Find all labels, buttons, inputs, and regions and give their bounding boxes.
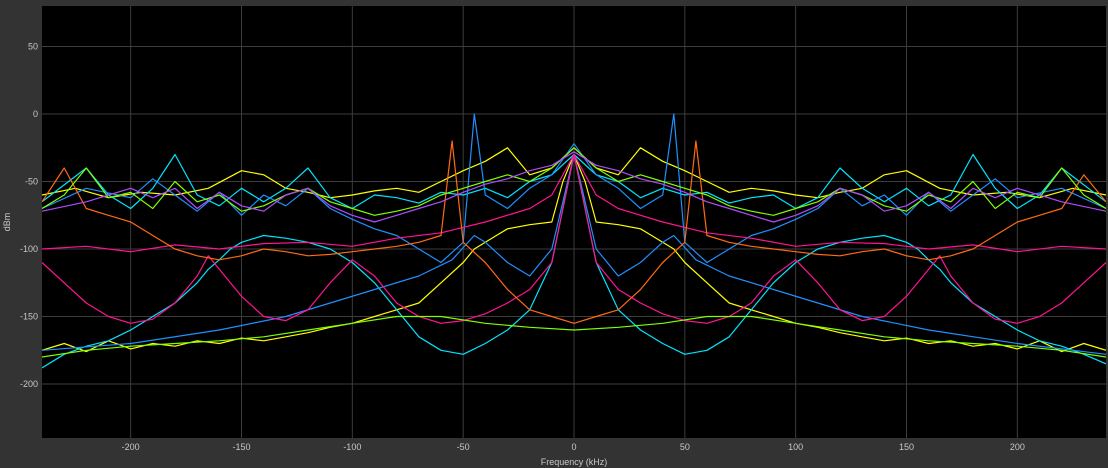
grid	[42, 6, 1106, 438]
series-line-11	[42, 147, 1106, 216]
x-tick-label: 150	[899, 442, 914, 452]
series-line-12	[42, 151, 1106, 223]
y-tick-label: -100	[20, 244, 38, 254]
y-tick-label: 50	[28, 42, 38, 52]
series-line-9	[42, 140, 1106, 324]
x-tick-label: 200	[1010, 442, 1025, 452]
x-tick-label: -150	[232, 442, 250, 452]
y-axis-label: dBm	[2, 213, 12, 232]
x-tick-label: 100	[788, 442, 803, 452]
x-tick-label: -50	[457, 442, 470, 452]
y-tick-label: 0	[33, 109, 38, 119]
y-tick-label: -200	[20, 379, 38, 389]
series-line-10	[42, 315, 1106, 358]
x-tick-label: -100	[343, 442, 361, 452]
y-tick-labels: -200 -150 -100 -50 0 50	[20, 42, 38, 390]
x-axis-label: Frequency (kHz)	[541, 457, 608, 467]
y-tick-label: -150	[20, 312, 38, 322]
series-line-5	[42, 113, 1106, 264]
x-tick-label: 0	[571, 442, 576, 452]
x-tick-label: -200	[122, 442, 140, 452]
y-tick-label: -50	[25, 177, 38, 187]
x-tick-label: 50	[680, 442, 690, 452]
series-layer	[42, 113, 1106, 369]
x-tick-labels: -200 -150 -100 -50 0 50 100 150 200	[122, 442, 1025, 452]
series-line-8	[42, 153, 1106, 324]
